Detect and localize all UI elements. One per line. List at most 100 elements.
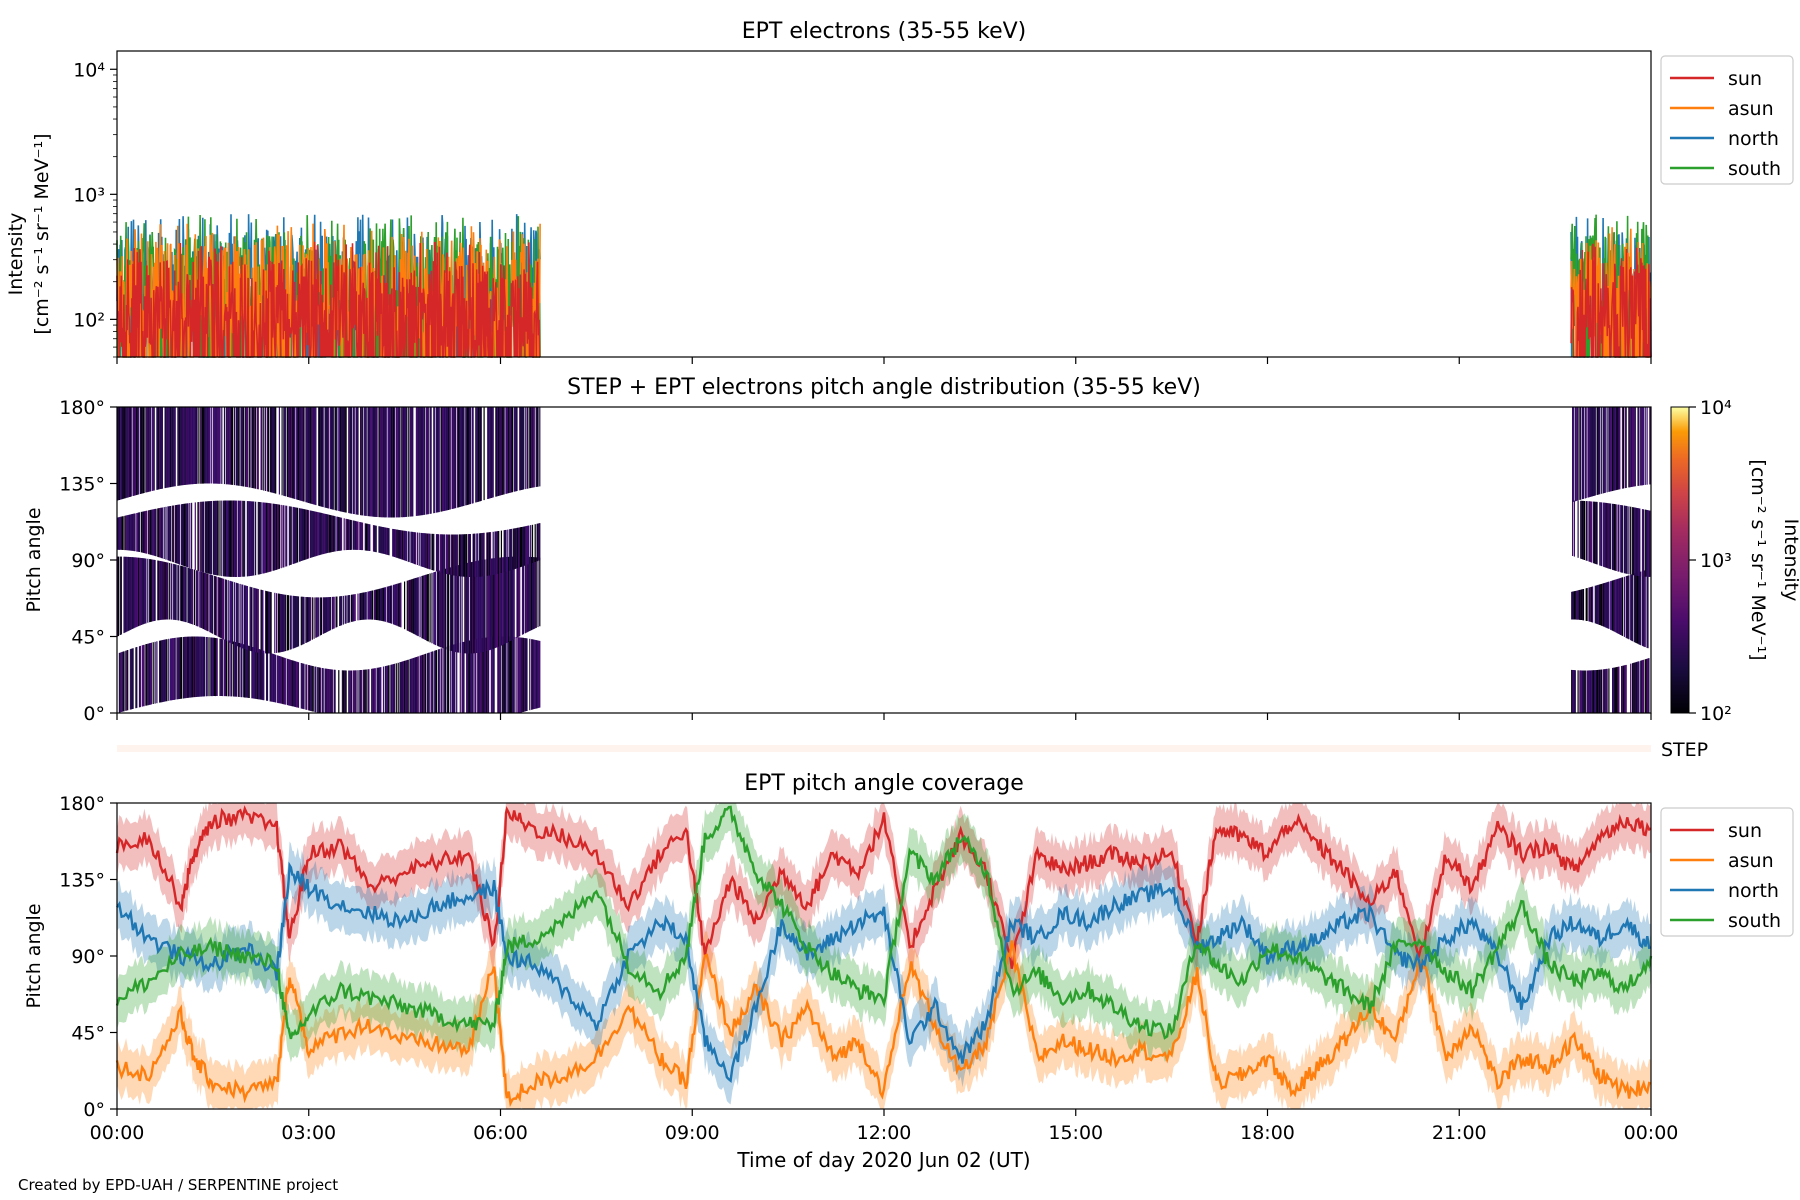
- pad-cell: [1634, 662, 1636, 713]
- pad-cell: [453, 407, 455, 509]
- pad-cell: [459, 534, 461, 577]
- pad-cell: [1602, 407, 1605, 494]
- pad-cell: [482, 532, 484, 577]
- pad-cell: [520, 637, 523, 713]
- pad-cell: [329, 669, 332, 713]
- pad-cell: [404, 660, 407, 713]
- pad-y-ticks: 0°45°90°135°180°: [59, 397, 117, 725]
- pad-cell: [231, 407, 233, 485]
- pad-cell: [391, 585, 393, 624]
- pad-cell: [537, 523, 539, 561]
- pad-cell: [252, 407, 254, 489]
- colorbar-tick-label: 10²: [1700, 703, 1732, 725]
- pad-cell: [184, 567, 186, 622]
- pad-cell: [467, 562, 469, 654]
- coverage-ylabel: Pitch angle: [23, 903, 45, 1008]
- pad-cell: [379, 407, 381, 518]
- pad-cell: [290, 506, 292, 565]
- pad-cell: [266, 651, 268, 701]
- pad-cell: [503, 636, 505, 713]
- pad-cell: [1606, 407, 1608, 493]
- pad-cell: [207, 573, 209, 632]
- pad-cell: [1631, 407, 1633, 487]
- pad-cell: [467, 407, 470, 505]
- pad-cell: [384, 407, 386, 518]
- pad-cell: [1647, 569, 1649, 649]
- legend-label-asun: asun: [1728, 850, 1774, 872]
- pad-cell: [266, 407, 269, 492]
- pad-cell: [331, 407, 333, 510]
- pad-cell: [170, 407, 172, 488]
- pad-cell: [288, 506, 290, 566]
- pad-cell: [1591, 407, 1593, 497]
- pad-cell: [342, 407, 344, 512]
- pad-cell: [237, 407, 239, 486]
- pad-cell: [447, 646, 449, 713]
- pad-cell: [224, 579, 226, 641]
- pad-cell: [253, 501, 255, 576]
- pad-cell: [414, 578, 416, 635]
- pad-cell: [145, 407, 147, 493]
- pad-cell: [1590, 501, 1592, 563]
- pad-cell: [202, 636, 204, 697]
- pad-cell: [482, 638, 484, 713]
- pad-cell: [218, 407, 220, 484]
- pad-cell: [308, 665, 311, 711]
- pad-cell: [504, 557, 506, 644]
- pad-cell: [340, 596, 342, 626]
- pad-cell: [416, 656, 418, 713]
- pad-cell: [494, 558, 496, 649]
- pad-cell: [387, 665, 389, 713]
- pad-cell: [1632, 507, 1634, 576]
- pad-cell: [1625, 576, 1627, 638]
- pad-cell: [469, 640, 471, 713]
- pad-cell: [489, 558, 492, 650]
- pad-cell: [283, 594, 285, 652]
- pad-cell: [352, 407, 354, 514]
- pad-cell: [184, 636, 186, 699]
- pad-cell: [486, 559, 488, 651]
- pad-cell: [393, 663, 396, 713]
- pad-cell: [325, 597, 327, 633]
- pad-cell: [361, 522, 363, 551]
- pad-cell: [120, 407, 122, 500]
- pad-cell: [323, 597, 325, 634]
- pad-cell: [196, 407, 198, 484]
- pad-cell: [1620, 505, 1622, 573]
- pad-cell: [212, 637, 214, 697]
- pad-cell: [315, 407, 317, 506]
- pad-cell: [1631, 574, 1633, 641]
- pad-cell: [280, 656, 282, 704]
- pad-cell: [539, 557, 541, 627]
- pad-cell: [377, 589, 379, 621]
- pad-cell: [416, 577, 418, 636]
- pad-cell: [493, 636, 495, 713]
- pad-cell: [438, 407, 440, 513]
- pad-cell: [1591, 670, 1593, 713]
- pad-cell: [141, 407, 143, 494]
- pad-cell: [476, 407, 478, 503]
- x-tick-label: 18:00: [1240, 1122, 1295, 1144]
- pad-cell: [121, 407, 123, 500]
- legend-label-north: north: [1728, 128, 1779, 150]
- pad-cell: [211, 575, 213, 634]
- pad-cell: [295, 661, 297, 708]
- pad-cell: [321, 668, 323, 713]
- pad-cell: [196, 570, 198, 627]
- pad-cell: [389, 407, 391, 518]
- pad-cell: [225, 407, 227, 485]
- pad-cell: [1596, 501, 1598, 565]
- pad-cell: [1580, 407, 1582, 500]
- pad-cell: [510, 407, 512, 493]
- pad-cell: [160, 507, 163, 559]
- pad-cell: [328, 514, 330, 553]
- pad-cell: [225, 639, 227, 697]
- pad-cell: [289, 595, 291, 650]
- pad-cell: [489, 532, 491, 576]
- pad-cell: [223, 639, 226, 697]
- pad-cell: [316, 511, 318, 556]
- pad-cell: [131, 648, 133, 710]
- pad-cell: [223, 578, 225, 640]
- pad-cell: [395, 407, 397, 518]
